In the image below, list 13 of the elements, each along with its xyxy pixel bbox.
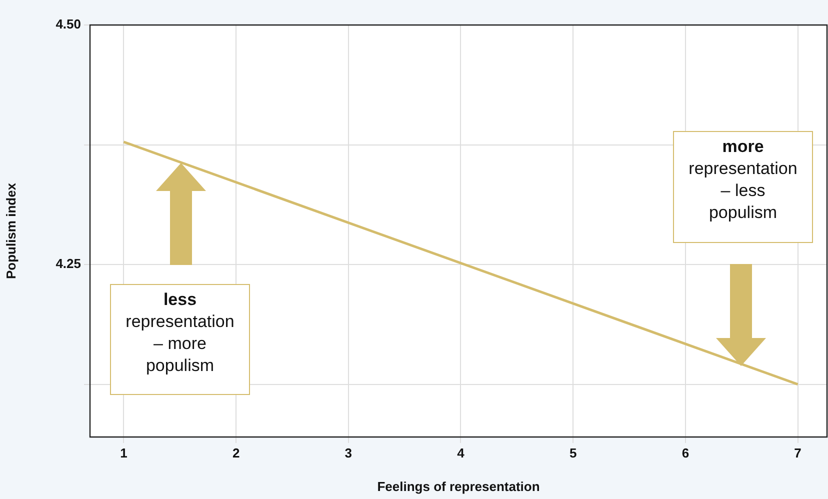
x-tick-label: 3 <box>344 445 352 460</box>
x-tick-label: 6 <box>682 445 690 460</box>
x-tick-label: 4 <box>457 445 466 460</box>
y-axis-title: Populism index <box>3 182 18 280</box>
x-tick-label: 1 <box>120 445 128 460</box>
y-tick-label: 4.25 <box>56 256 81 272</box>
annotation: more representation – less populism <box>688 136 798 224</box>
x-axis-title: Feelings of representation <box>377 478 540 494</box>
x-tick-label: 7 <box>794 445 802 460</box>
y-tick-label: 4.50 <box>56 16 81 32</box>
annotation: less representation – more populism <box>124 289 236 377</box>
x-tick-label: 5 <box>569 445 577 460</box>
x-tick-label: 2 <box>232 445 240 460</box>
